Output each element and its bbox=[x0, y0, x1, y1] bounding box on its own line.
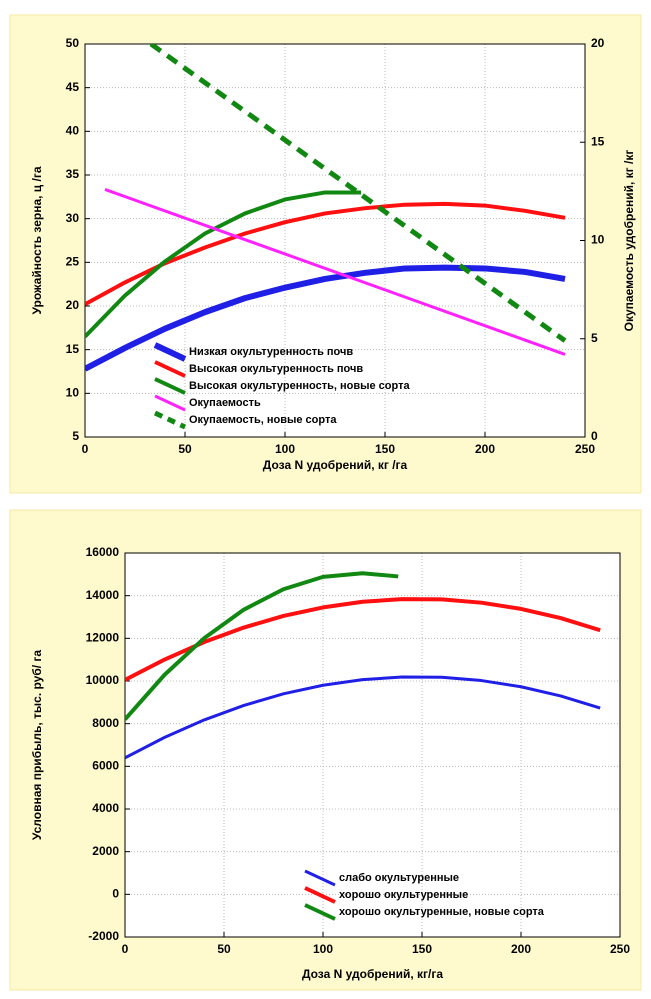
legend-swatch bbox=[154, 377, 186, 395]
legend-swatch bbox=[153, 410, 187, 430]
y-tick-label: 2000 bbox=[92, 844, 119, 858]
y2-tick-label: 10 bbox=[591, 233, 605, 247]
x-axis-label: Доза N удобрений, кг /га bbox=[263, 458, 408, 472]
y2-tick-label: 15 bbox=[591, 134, 605, 148]
legend-label: Высокая окультуренность, новые сорта bbox=[189, 380, 410, 392]
series-line bbox=[125, 675, 601, 760]
series-line bbox=[85, 190, 361, 338]
y2-tick-label: 20 bbox=[591, 36, 605, 50]
plot-frame bbox=[124, 552, 621, 938]
legend-swatch bbox=[154, 360, 186, 378]
x-tick-label: 50 bbox=[178, 442, 192, 456]
y-tick-label: 50 bbox=[66, 36, 80, 50]
x-tick-label: 100 bbox=[313, 942, 333, 956]
x-tick-label: 200 bbox=[475, 442, 495, 456]
x-tick-label: 50 bbox=[217, 942, 231, 956]
y-tick-label: 10 bbox=[66, 386, 80, 400]
y-tick-label: 30 bbox=[66, 211, 80, 225]
y-tick-label: 0 bbox=[112, 887, 119, 901]
x-axis-label: Доза N удобрений, кг/га bbox=[302, 967, 443, 981]
legend-label: хорошо окультуренные bbox=[339, 889, 468, 901]
chart: 0 50 100 150 200 2505101520253035404550051015… bbox=[9, 14, 642, 494]
x-tick-label: 150 bbox=[375, 442, 395, 456]
legend-label: слабо окультуренные bbox=[339, 872, 459, 884]
legend-label: Низкая окультуренность почв bbox=[189, 346, 353, 358]
x-tick-label: 100 bbox=[275, 442, 295, 456]
x-tick-label: 0 bbox=[122, 942, 129, 956]
legend-label: Окупаемость, новые сорта bbox=[189, 414, 337, 426]
series-line bbox=[149, 44, 567, 343]
y-tick-label: 16000 bbox=[86, 545, 120, 559]
legend-swatch bbox=[153, 342, 187, 362]
y-tick-label: 10000 bbox=[86, 673, 120, 687]
series-line bbox=[125, 571, 399, 721]
y-tick-label: 25 bbox=[66, 255, 80, 269]
y-tick-label: 45 bbox=[66, 80, 80, 94]
legend-swatch bbox=[304, 903, 336, 921]
series-line bbox=[104, 187, 566, 356]
plot-frame bbox=[84, 43, 586, 438]
x-tick-label: 250 bbox=[610, 942, 630, 956]
y-axis-label: Урожайность зерна, ц /га bbox=[30, 166, 44, 314]
y-tick-label: 40 bbox=[66, 124, 80, 138]
y-tick-label: 20 bbox=[66, 298, 80, 312]
x-tick-label: 150 bbox=[412, 942, 432, 956]
legend-swatch bbox=[304, 886, 336, 904]
y-tick-label: 6000 bbox=[92, 759, 119, 773]
legend-swatch bbox=[304, 869, 336, 887]
y-tick-label: 8000 bbox=[92, 716, 119, 730]
chart: 0 50 100 150 200 250-200002000400060008000100… bbox=[9, 509, 642, 991]
plot-area bbox=[125, 553, 620, 937]
y-tick-label: -2000 bbox=[88, 929, 119, 943]
legend-label: Окупаемость bbox=[189, 397, 261, 409]
y2-tick-label: 0 bbox=[591, 429, 598, 443]
y2-axis-label: Окупаемость удобрений, кг /кг bbox=[622, 150, 636, 332]
series-line bbox=[85, 264, 566, 372]
y-tick-label: 4000 bbox=[92, 801, 119, 815]
y2-tick-label: 5 bbox=[591, 331, 598, 345]
y-tick-label: 12000 bbox=[86, 631, 120, 645]
y-axis-label: Условная прибыль, тыс. руб/ га bbox=[30, 650, 44, 840]
x-tick-label: 200 bbox=[511, 942, 531, 956]
y-tick-label: 35 bbox=[66, 167, 80, 181]
series-line bbox=[125, 597, 601, 682]
x-tick-label: 250 bbox=[575, 442, 595, 456]
y-tick-label: 14000 bbox=[86, 588, 120, 602]
y-tick-label: 15 bbox=[66, 342, 80, 356]
y-tick-label: 5 bbox=[72, 429, 79, 443]
legend-label: Высокая окультуренность почв bbox=[189, 363, 363, 375]
x-tick-label: 0 bbox=[82, 442, 89, 456]
plot-area bbox=[85, 44, 585, 437]
legend-swatch bbox=[154, 394, 186, 412]
legend-label: хорошо окультуренные, новые сорта bbox=[339, 906, 545, 918]
